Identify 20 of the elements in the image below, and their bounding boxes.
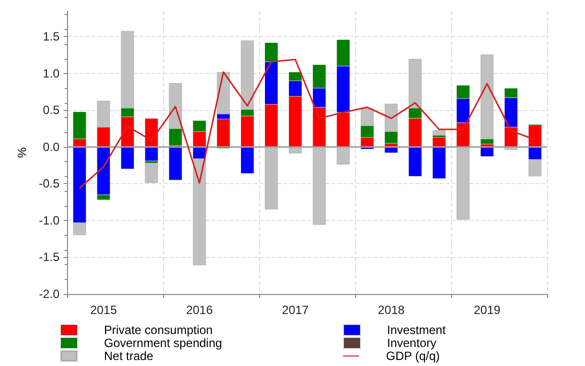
y-tick-label: -1.5 [38, 250, 60, 264]
y-tick-label: -0.5 [38, 176, 60, 191]
legend-label: Inventory [387, 336, 436, 350]
x-tick-label: 2018 [378, 303, 405, 317]
x-tick-label: 2017 [282, 303, 309, 317]
y-tick-label: 0.5 [42, 103, 60, 118]
legend-label: Net trade [104, 349, 154, 363]
legend-label: Private consumption [104, 323, 213, 337]
y-tick-label: 1.5 [42, 30, 60, 44]
y-tick-label: -2.0 [38, 287, 60, 301]
y-tick-label: 0.0 [42, 140, 60, 154]
legend-label: GDP (q/q) [386, 349, 440, 363]
x-tick-label: 2015 [90, 303, 118, 317]
legend-label: Government spending [104, 336, 222, 350]
legend-label: Investment [387, 323, 446, 337]
x-tick-label: 2019 [474, 303, 501, 317]
y-tick-label: -1.0 [38, 213, 60, 228]
y-axis-title: % [15, 146, 29, 158]
y-tick-label: 1.0 [42, 66, 60, 80]
x-tick-label: 2016 [186, 303, 214, 317]
